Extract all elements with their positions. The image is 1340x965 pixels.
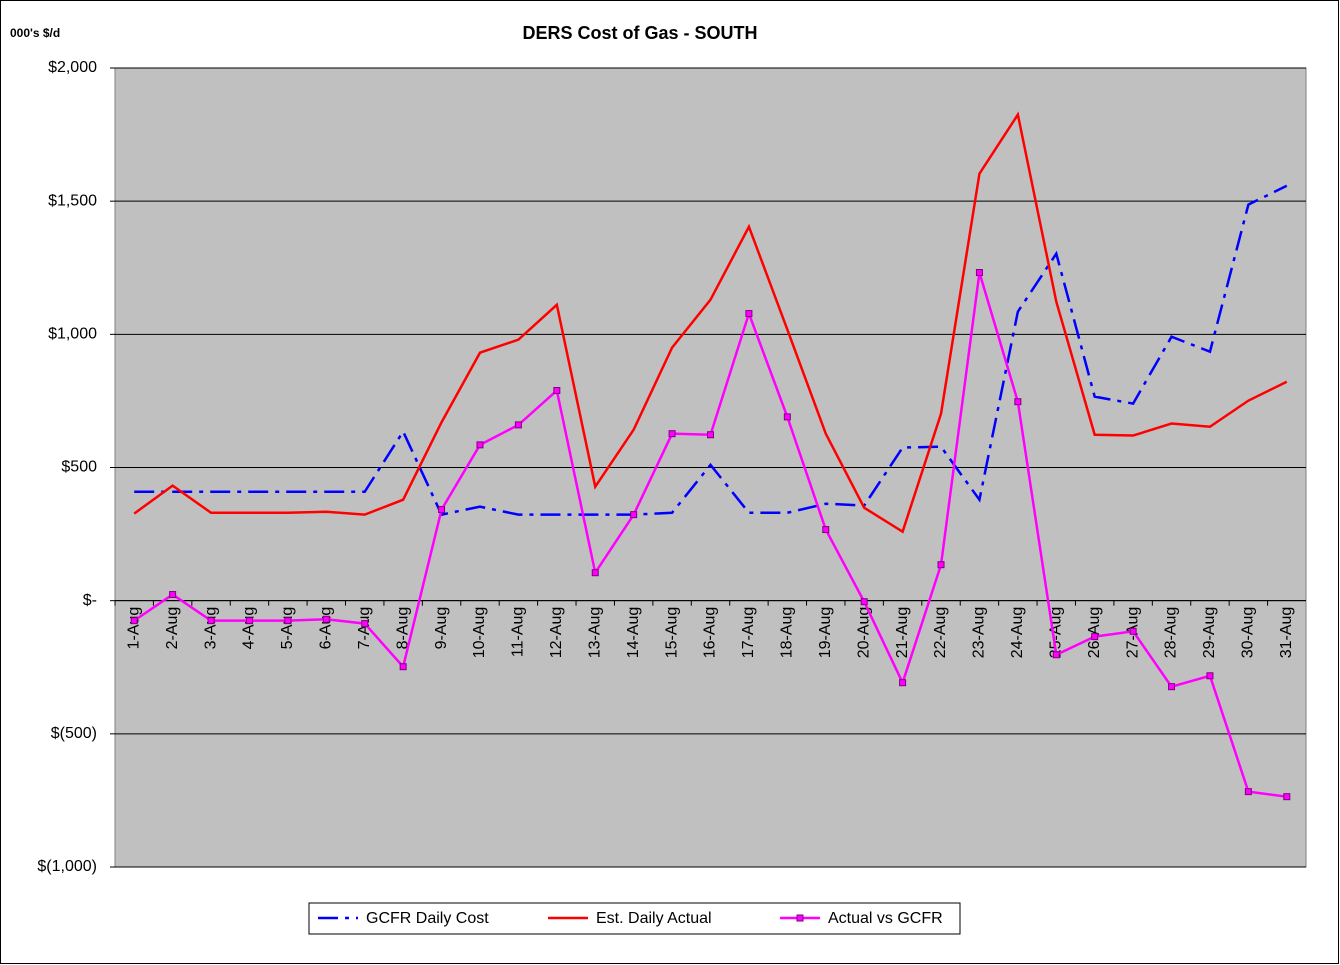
data-point [1206,672,1214,680]
x-tick-label: 23-Aug [971,607,988,659]
data-point [322,615,330,623]
data-point [899,679,907,687]
y-tick-label: $1,000 [48,326,97,343]
data-point [245,617,253,625]
chart-title: DERS Cost of Gas - SOUTH [522,23,757,43]
data-point [860,598,868,606]
x-tick-label: 2-Aug [164,607,181,650]
data-point [169,591,177,599]
x-tick-label: 29-Aug [1201,607,1218,659]
data-point [668,430,676,438]
series-line [133,111,1288,534]
data-point [399,663,407,671]
x-tick-label: 17-Aug [740,607,757,659]
data-point [1014,398,1022,406]
data-point [514,421,522,429]
x-tick-label: 3-Aug [202,607,219,650]
data-point [975,269,983,277]
x-tick-label: 12-Aug [548,607,565,659]
y-tick-label: $1,500 [48,192,97,209]
x-tick-label: 31-Aug [1278,607,1295,659]
x-tick-label: 26-Aug [1086,607,1103,659]
x-tick-label: 14-Aug [625,607,642,659]
data-point [361,620,369,628]
y-tick-label: $2,000 [48,59,97,76]
data-point [1283,793,1291,801]
x-tick-label: 8-Aug [394,607,411,650]
data-point [630,511,638,519]
legend-label: Est. Daily Actual [596,910,712,927]
legend [308,902,961,935]
x-tick-label: 10-Aug [471,607,488,659]
x-tick-label: 1-Aug [125,607,142,650]
data-point [207,617,215,625]
x-tick-label: 15-Aug [663,607,680,659]
x-tick-label: 21-Aug [894,607,911,659]
x-tick-label: 30-Aug [1240,607,1257,659]
y-tick-label: $500 [61,459,97,476]
data-point [130,617,138,625]
x-tick-label: 28-Aug [1163,607,1180,659]
x-tick-label: 6-Aug [318,607,335,650]
x-tick-label: 13-Aug [586,607,603,659]
data-point [553,387,561,395]
data-point [1168,683,1176,691]
y-tick-label: $- [83,592,97,609]
y-tick-label: $(500) [51,725,97,742]
x-tick-label: 5-Aug [279,607,296,650]
data-point [1244,788,1252,796]
x-tick-label: 4-Aug [241,607,258,650]
x-tick-label: 18-Aug [779,607,796,659]
series-line [134,184,1288,517]
y-tick-label: $(1,000) [37,858,97,875]
x-tick-label: 24-Aug [1009,607,1026,659]
x-tick-label: 11-Aug [510,607,527,657]
data-point [745,310,753,318]
data-point [1091,633,1099,641]
x-tick-label: 7-Aug [356,607,373,650]
data-point [1129,627,1137,635]
x-tick-label: 22-Aug [932,607,949,659]
legend-label: Actual vs GCFR [828,910,943,927]
data-point [707,431,714,439]
legend-marker [796,914,804,922]
x-tick-label: 20-Aug [855,607,872,659]
data-point [591,569,599,577]
data-point [1052,651,1060,659]
y-unit-label: 000's $/d [10,26,60,40]
data-point [937,561,945,569]
x-tick-label: 9-Aug [433,607,450,650]
data-point [438,506,446,514]
legend-label: GCFR Daily Cost [366,910,489,927]
x-tick-label: 19-Aug [817,607,834,659]
data-point [822,526,830,534]
x-tick-label: 16-Aug [702,607,719,659]
data-point [284,617,292,625]
data-point [783,413,791,421]
data-point [476,441,484,449]
